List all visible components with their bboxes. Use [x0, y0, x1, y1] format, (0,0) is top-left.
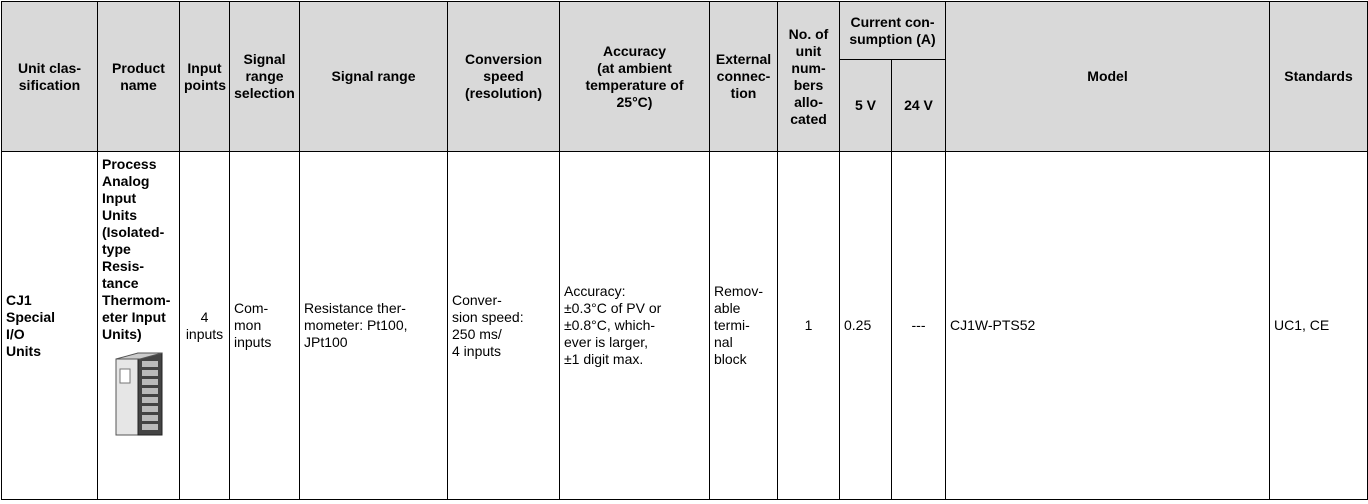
cell: 1 [778, 152, 840, 500]
header-cell: Standards [1270, 2, 1368, 152]
cell: Resistance ther- mometer: Pt100, JPt100 [300, 152, 448, 500]
header-cell: Signal range selection [230, 2, 300, 152]
header-cell: Unit clas- sification [2, 2, 98, 152]
cell: 4 inputs [180, 152, 230, 500]
page: {"table": { "header": ["Unit clas-\nsifi… [0, 0, 1368, 504]
header-cell: Conversion speed (resolution) [448, 2, 560, 152]
product-name: Process Analog Input Units (Isolated- ty… [102, 156, 170, 342]
header-cell: Input points [180, 2, 230, 152]
cell: CJ1 Special I/O Units [2, 152, 98, 500]
cell: 0.25 [840, 152, 892, 500]
cell: Com- mon inputs [230, 152, 300, 500]
product-image [110, 349, 170, 441]
header-cell: Current con- sumption (A) [840, 2, 946, 60]
header-cell: External connec- tion [710, 2, 778, 152]
header-cell: Signal range [300, 2, 448, 152]
spec-table: Unit clas- sification Product name Input… [1, 1, 1368, 500]
cell: CJ1W-PTS52 [946, 152, 1270, 500]
cell: Conver- sion speed: 250 ms/ 4 inputs [448, 152, 560, 500]
header-cell: Model [946, 2, 1270, 152]
header-cell: Accuracy (at ambient temperature of 25°C… [560, 2, 710, 152]
cell: Remov- able termi- nal block [710, 152, 778, 500]
header-cell: No. of unit num- bers allo- cated [778, 2, 840, 152]
cell: --- [892, 152, 946, 500]
header-cell: Product name [98, 2, 180, 152]
header-cell: 24 V [892, 60, 946, 152]
data-row: CJ1 Special I/O Units Process Analog Inp… [2, 152, 1368, 500]
cell: Process Analog Input Units (Isolated- ty… [98, 152, 180, 500]
cell: Accuracy: ±0.3°C of PV or ±0.8°C, which-… [560, 152, 710, 500]
header-row: Unit clas- sification Product name Input… [2, 2, 1368, 60]
cell: UC1, CE [1270, 152, 1368, 500]
header-cell: 5 V [840, 60, 892, 152]
